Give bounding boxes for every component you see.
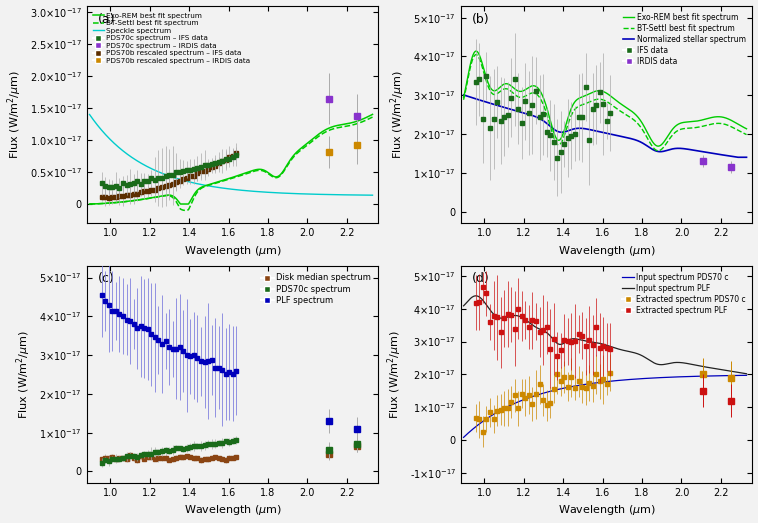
- Text: (c): (c): [99, 272, 115, 286]
- Legend: Input spectrum PDS70 c, Input spectrum PLF, Extracted spectrum PDS70 c, Extracte: Input spectrum PDS70 c, Input spectrum P…: [619, 270, 749, 317]
- X-axis label: Wavelength ($\mu$m): Wavelength ($\mu$m): [183, 504, 281, 517]
- Y-axis label: Flux (W/m$^2$/$\mu$m): Flux (W/m$^2$/$\mu$m): [15, 330, 33, 419]
- Text: (b): (b): [472, 13, 490, 26]
- X-axis label: Wavelength ($\mu$m): Wavelength ($\mu$m): [558, 504, 656, 517]
- Text: (d): (d): [472, 272, 490, 286]
- Text: (a): (a): [99, 13, 116, 26]
- Y-axis label: Flux (W/m$^2$/$\mu$m): Flux (W/m$^2$/$\mu$m): [385, 330, 404, 419]
- X-axis label: Wavelength ($\mu$m): Wavelength ($\mu$m): [558, 244, 656, 258]
- Y-axis label: Flux (W/m$^2$/$\mu$m): Flux (W/m$^2$/$\mu$m): [5, 70, 24, 159]
- Legend: Exo-REM best fit spectrum, BT-Settl best fit spectrum, Normalized stellar spectr: Exo-REM best fit spectrum, BT-Settl best…: [620, 10, 749, 69]
- Y-axis label: Flux (W/m$^2$/$\mu$m): Flux (W/m$^2$/$\mu$m): [389, 70, 408, 159]
- X-axis label: Wavelength ($\mu$m): Wavelength ($\mu$m): [183, 244, 281, 258]
- Legend: Exo-REM best fit spectrum, BT-Settl best fit spectrum, Speckle spectrum, PDS70c : Exo-REM best fit spectrum, BT-Settl best…: [90, 10, 253, 66]
- Legend: Disk median spectrum, PDS70c spectrum, PLF spectrum: Disk median spectrum, PDS70c spectrum, P…: [258, 270, 374, 308]
